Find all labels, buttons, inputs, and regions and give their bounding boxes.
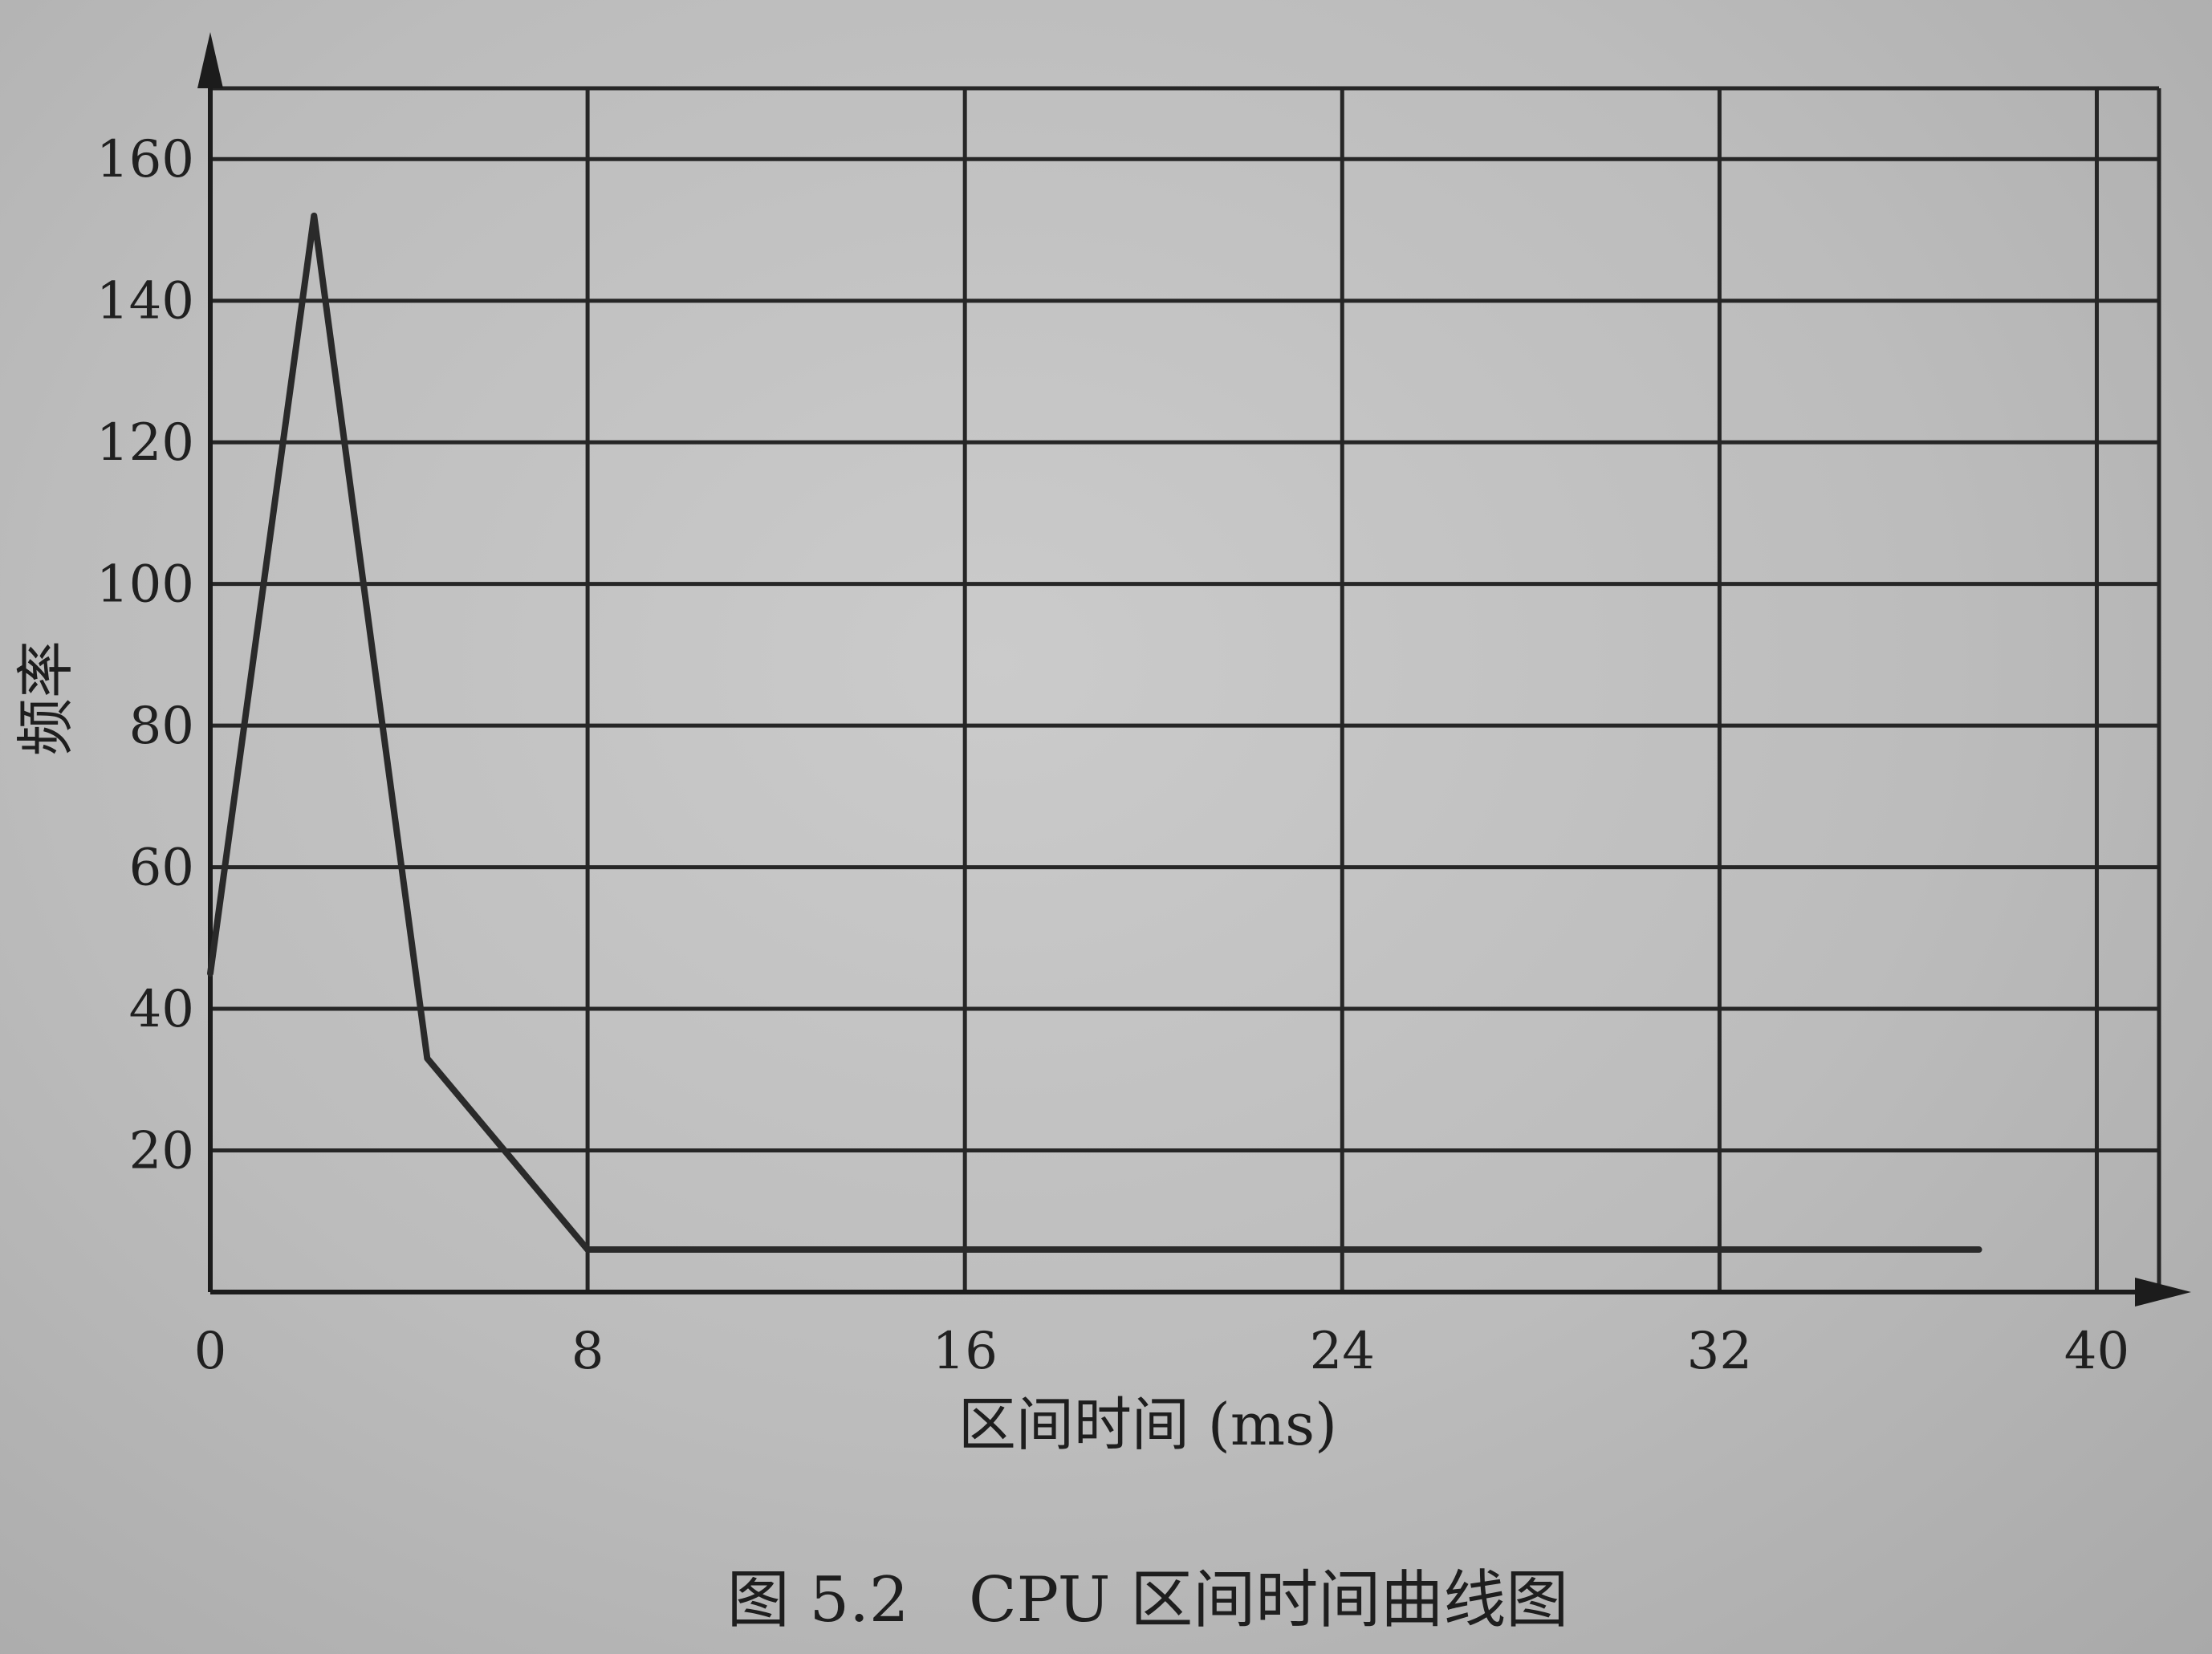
x-tick-label: 16 (932, 1322, 997, 1381)
y-tick-label: 100 (96, 555, 194, 615)
x-tick-label: 32 (1687, 1322, 1752, 1381)
data-point (311, 213, 317, 218)
data-point (1717, 1247, 1722, 1253)
y-tick-label: 160 (96, 130, 194, 189)
tick-label-layer: 0 8 16 24 32 40 20 40 60 80 100 120 140 160 (96, 130, 2129, 1381)
axis-layer (197, 32, 2191, 1307)
y-tick-label: 40 (129, 980, 194, 1039)
y-tick-label: 20 (129, 1122, 194, 1181)
y-axis-title: 频率 (12, 640, 79, 756)
x-axis-arrow-icon (2135, 1278, 2191, 1307)
x-tick-label: 0 (194, 1322, 227, 1381)
data-point (208, 970, 213, 976)
grid-layer (210, 86, 2161, 1292)
x-tick-label: 8 (571, 1322, 604, 1381)
x-tick-label: 24 (1310, 1322, 1375, 1381)
data-point (425, 1055, 430, 1061)
data-point (962, 1247, 968, 1253)
figure-caption: 图 5.2 CPU 区间时间曲线图 (727, 1564, 1569, 1636)
y-axis-arrow-icon (197, 32, 223, 88)
series-line (207, 212, 1982, 1254)
x-tick-label: 40 (2064, 1322, 2129, 1381)
data-point (1976, 1247, 1982, 1253)
y-tick-label: 140 (96, 272, 194, 331)
data-point (1340, 1247, 1345, 1253)
y-tick-label: 80 (129, 697, 194, 756)
y-tick-label: 120 (96, 413, 194, 473)
series-layer (207, 212, 1982, 1254)
data-point (585, 1247, 591, 1253)
y-tick-label: 60 (129, 839, 194, 898)
x-axis-title: 区间时间 (ms) (958, 1391, 1337, 1458)
